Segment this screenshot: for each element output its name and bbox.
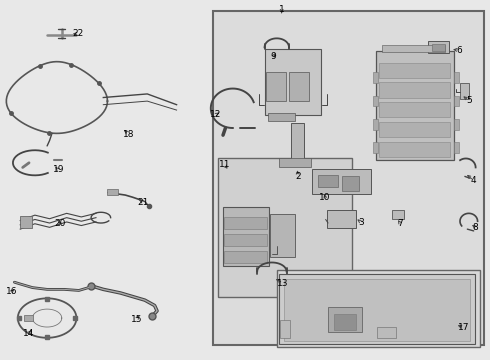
- Text: 10: 10: [319, 193, 331, 202]
- Text: 9: 9: [270, 52, 276, 61]
- Text: 6: 6: [456, 46, 462, 55]
- Text: 13: 13: [277, 279, 289, 288]
- Bar: [454, 119, 459, 130]
- Text: 22: 22: [72, 29, 83, 38]
- Bar: [224, 217, 268, 229]
- Bar: [373, 142, 378, 153]
- Bar: [373, 119, 378, 130]
- Bar: [313, 169, 371, 194]
- Text: 3: 3: [358, 218, 364, 227]
- Bar: [277, 270, 480, 347]
- Bar: [266, 72, 286, 101]
- Bar: [328, 307, 362, 332]
- Text: 2: 2: [295, 172, 300, 181]
- Bar: [218, 158, 352, 297]
- Bar: [432, 44, 445, 51]
- Bar: [342, 176, 359, 191]
- Text: 17: 17: [458, 323, 469, 332]
- Bar: [318, 175, 338, 187]
- Bar: [213, 12, 485, 345]
- Bar: [377, 327, 396, 338]
- Text: 4: 4: [471, 176, 476, 185]
- Bar: [224, 251, 268, 263]
- Bar: [379, 82, 450, 98]
- Bar: [392, 211, 404, 220]
- Bar: [379, 102, 450, 117]
- Bar: [280, 320, 290, 338]
- Bar: [279, 158, 311, 167]
- Text: 21: 21: [138, 198, 149, 207]
- Bar: [376, 51, 454, 160]
- Bar: [20, 216, 32, 228]
- Bar: [334, 314, 356, 330]
- Text: 15: 15: [131, 315, 142, 324]
- Text: 14: 14: [24, 329, 35, 338]
- Text: 18: 18: [123, 130, 134, 139]
- Bar: [284, 279, 470, 341]
- Bar: [270, 214, 295, 257]
- Bar: [373, 96, 378, 107]
- Bar: [327, 211, 356, 228]
- Text: 20: 20: [54, 219, 66, 228]
- Bar: [454, 72, 459, 83]
- Text: 7: 7: [397, 219, 403, 228]
- Bar: [379, 63, 450, 78]
- Bar: [454, 96, 459, 107]
- Text: 11: 11: [219, 161, 230, 170]
- Text: 8: 8: [473, 223, 479, 232]
- Bar: [269, 113, 295, 121]
- Text: 19: 19: [52, 166, 64, 175]
- Bar: [292, 123, 304, 164]
- Text: 5: 5: [466, 96, 472, 105]
- Bar: [379, 122, 450, 137]
- Text: 12: 12: [210, 110, 221, 119]
- Bar: [428, 41, 449, 53]
- Text: 1: 1: [279, 5, 285, 14]
- Text: 16: 16: [6, 287, 17, 296]
- Bar: [107, 189, 118, 195]
- Bar: [460, 83, 469, 99]
- Bar: [382, 45, 445, 52]
- Bar: [24, 315, 33, 320]
- Bar: [454, 142, 459, 153]
- Bar: [279, 274, 475, 344]
- Bar: [224, 234, 268, 246]
- Bar: [223, 207, 270, 266]
- Bar: [265, 49, 321, 116]
- Bar: [289, 72, 309, 101]
- Bar: [379, 141, 450, 157]
- Bar: [373, 72, 378, 83]
